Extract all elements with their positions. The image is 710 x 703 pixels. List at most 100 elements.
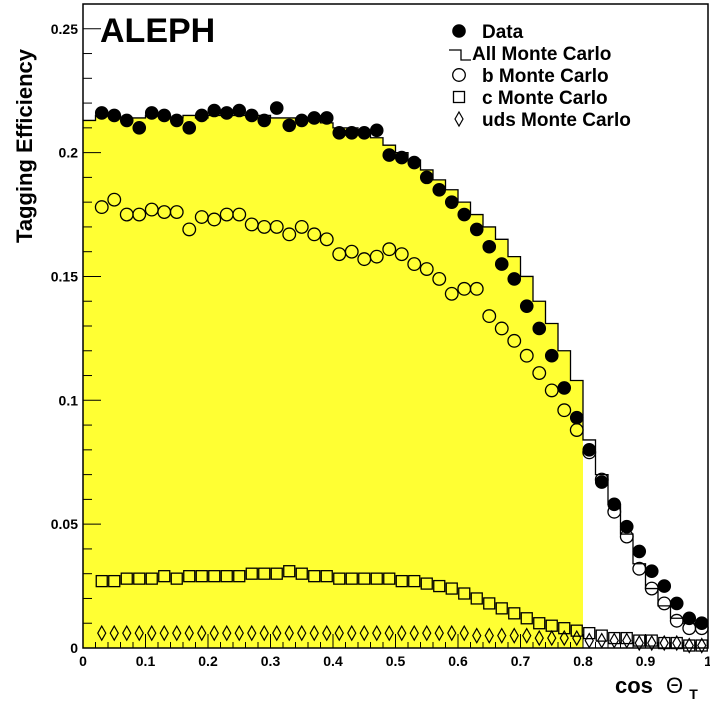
uds-monte-carlo-point: [259, 624, 269, 642]
b-monte-carlo-point: [207, 212, 222, 227]
uds-monte-carlo-point: [422, 624, 432, 642]
uds-monte-carlo-point: [634, 634, 644, 652]
marker-layer: [94, 101, 709, 654]
uds-monte-carlo-point: [122, 624, 132, 642]
legend-data-symbol: [452, 24, 466, 38]
uds-monte-carlo-point: [184, 624, 194, 642]
legend-b-monte-carlo-label: b Monte Carlo: [482, 66, 609, 87]
uds-monte-carlo-point: [222, 624, 232, 642]
data-point: [157, 108, 172, 123]
uds-monte-carlo-point: [609, 632, 619, 649]
b-monte-carlo-point: [532, 366, 547, 381]
data-point: [207, 103, 222, 118]
y-tick-label: 0.05: [51, 516, 78, 532]
data-point: [582, 443, 597, 457]
x-tick-label: 0: [79, 653, 87, 669]
b-monte-carlo-point: [369, 249, 384, 264]
b-monte-carlo-point: [432, 271, 447, 286]
data-point: [407, 155, 422, 170]
data-point: [594, 475, 609, 489]
uds-monte-carlo-point: [659, 634, 669, 652]
c-monte-carlo-point: [308, 570, 321, 583]
uds-monte-carlo-point: [322, 624, 332, 642]
c-monte-carlo-point: [333, 572, 346, 585]
b-monte-carlo-point: [507, 333, 522, 348]
c-monte-carlo-point: [545, 619, 558, 632]
b-monte-carlo-point: [394, 247, 409, 262]
data-point: [569, 410, 584, 425]
data-point: [432, 182, 447, 197]
uds-monte-carlo-point: [297, 624, 307, 642]
uds-monte-carlo-point: [197, 624, 207, 642]
c-monte-carlo-point: [233, 570, 246, 583]
uds-monte-carlo-point: [397, 624, 407, 642]
b-monte-carlo-point: [232, 207, 247, 222]
data-point: [257, 113, 272, 128]
uds-monte-carlo-point: [159, 624, 169, 642]
c-monte-carlo-point: [395, 574, 408, 588]
y-tick-label: 0.25: [51, 21, 78, 37]
uds-monte-carlo-point: [697, 637, 707, 654]
uds-monte-carlo-point: [172, 624, 182, 642]
uds-monte-carlo-point: [359, 624, 369, 642]
uds-monte-carlo-point: [622, 632, 632, 649]
plot-frame: [82, 3, 709, 649]
c-monte-carlo-point: [283, 565, 296, 578]
chart-title: ALEPH: [100, 12, 215, 50]
uds-monte-carlo-point: [209, 624, 219, 642]
c-monte-carlo-point: [145, 572, 158, 585]
data-point: [469, 222, 484, 237]
x-tick-label: 0.6: [448, 653, 468, 669]
data-point: [369, 123, 384, 138]
c-monte-carlo-point: [295, 567, 308, 580]
data-point: [557, 381, 572, 395]
uds-monte-carlo-point: [434, 624, 444, 642]
x-tick-label: 1: [704, 653, 710, 669]
data-point: [282, 118, 297, 133]
b-monte-carlo-point: [494, 321, 509, 336]
data-point: [682, 611, 697, 626]
uds-monte-carlo-point: [509, 627, 519, 644]
uds-monte-carlo-point: [347, 624, 357, 642]
uds-monte-carlo-point: [109, 624, 119, 642]
uds-monte-carlo-point: [372, 624, 382, 642]
c-monte-carlo-point: [95, 574, 108, 588]
c-monte-carlo-point: [645, 634, 658, 647]
legend-c-monte-carlo-label: c Monte Carlo: [482, 88, 608, 109]
data-point: [457, 207, 472, 222]
c-monte-carlo-point: [458, 587, 471, 600]
c-monte-carlo-point: [583, 626, 596, 640]
data-point: [482, 239, 497, 254]
data-point: [107, 108, 122, 123]
c-monte-carlo-point: [620, 631, 633, 645]
b-monte-carlo-point: [107, 192, 122, 207]
c-monte-carlo-point: [470, 592, 483, 605]
data-point: [382, 148, 397, 162]
data-point: [657, 579, 672, 593]
c-monte-carlo-point: [270, 567, 283, 580]
x-tick-label: 0.7: [511, 653, 531, 669]
data-point: [232, 103, 247, 118]
c-monte-carlo-point: [158, 570, 171, 583]
c-monte-carlo-point: [683, 639, 696, 652]
data-point: [319, 111, 334, 125]
uds-monte-carlo-point: [684, 637, 694, 654]
uds-monte-carlo-point: [134, 624, 144, 642]
legend-uds-monte-carlo-symbol: [454, 110, 464, 128]
legend-all-monte-carlo-label: All Monte Carlo: [472, 44, 611, 65]
uds-monte-carlo-point: [672, 634, 682, 652]
x-axis-label: cos Θ T: [615, 673, 698, 702]
x-tick-label: 0.8: [573, 653, 593, 669]
x-axis-label-symbol: Θ: [666, 673, 683, 698]
legend-c-monte-carlo-symbol: [452, 90, 466, 104]
c-monte-carlo-point: [320, 570, 333, 583]
c-monte-carlo-point: [258, 567, 271, 580]
b-monte-carlo-point: [132, 207, 147, 222]
b-monte-carlo-point: [444, 286, 459, 301]
tick-label-layer: 0 0.1 0.2 0.3 0.4 0.5 0.6 0.7 0.8 0.9 1 0 0.05 0.1 0.1…: [51, 21, 710, 669]
data-point: [182, 121, 197, 135]
uds-monte-carlo-point: [309, 624, 319, 642]
x-tick-label: 0.1: [136, 653, 156, 669]
b-monte-carlo-point: [307, 227, 322, 242]
